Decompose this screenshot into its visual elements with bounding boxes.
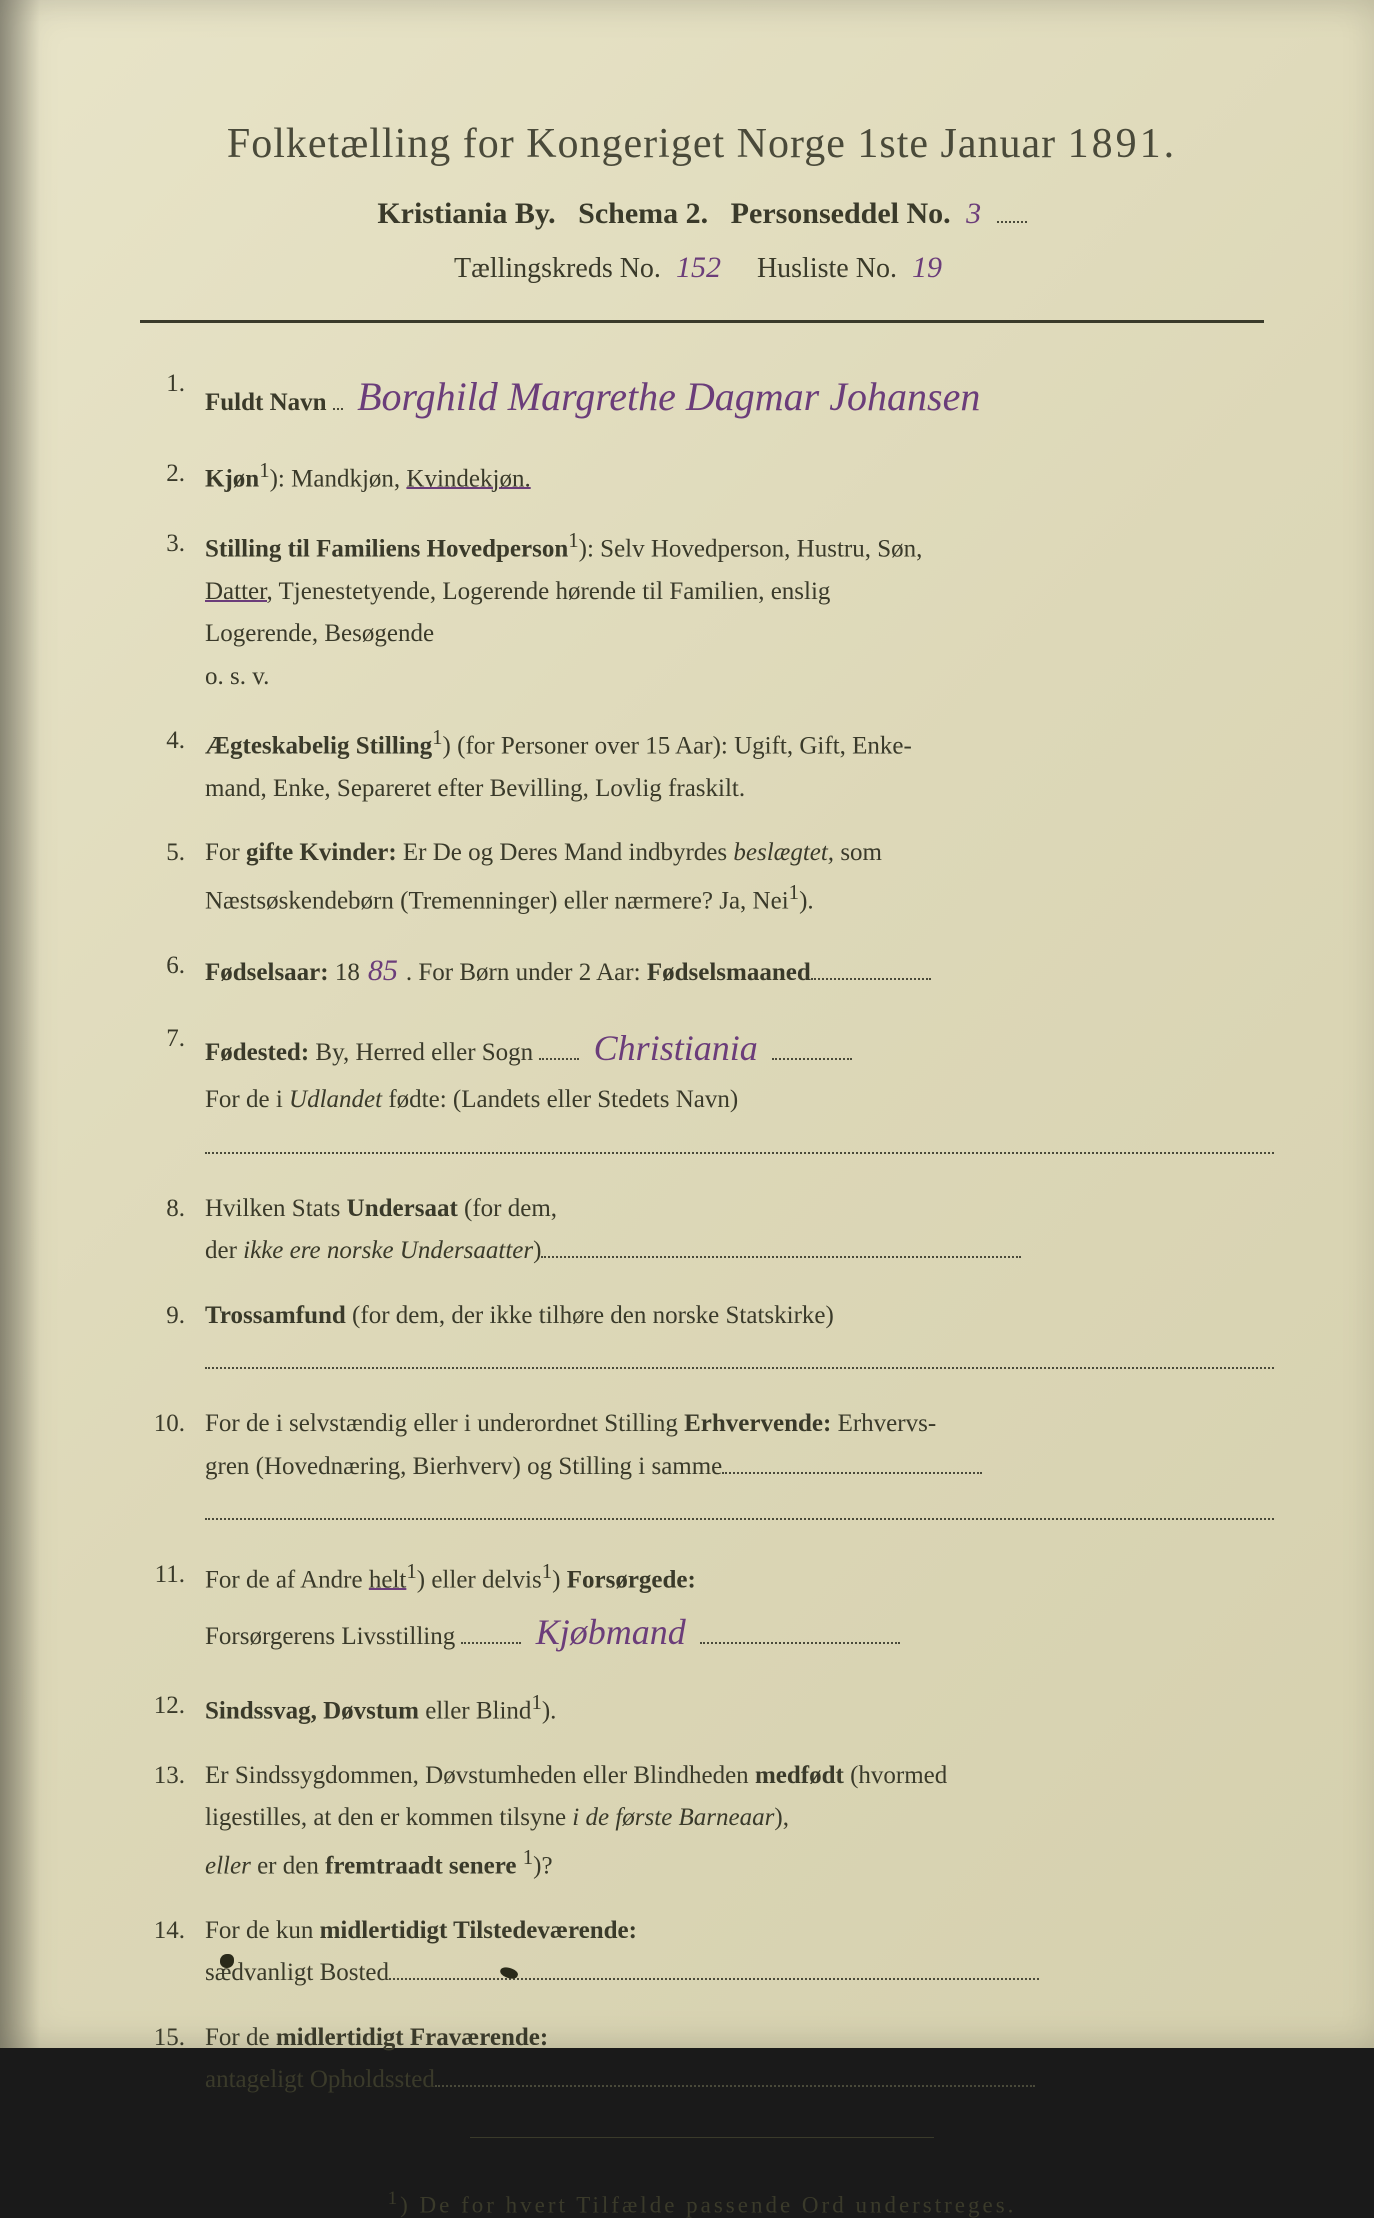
body: Er Sindssygdommen, Døvstumheden eller Bl…	[205, 1755, 1274, 1888]
num: 1.	[140, 363, 205, 431]
num: 9.	[140, 1295, 205, 1382]
husliste-label: Husliste No.	[757, 253, 897, 284]
form-items: 1. Fuldt Navn Borghild Margrethe Dagmar …	[120, 363, 1284, 2102]
item-12: 12. Sindssvag, Døvstum eller Blind1).	[140, 1685, 1274, 1733]
item-14: 14. For de kun midlertidigt Tilstedevære…	[140, 1910, 1274, 1995]
page-title: Folketælling for Kongeriget Norge 1ste J…	[120, 120, 1284, 168]
num: 2.	[140, 453, 205, 501]
item-1: 1. Fuldt Navn Borghild Margrethe Dagmar …	[140, 363, 1274, 431]
footnote: 1) De for hvert Tilfælde passende Ord un…	[120, 2188, 1284, 2218]
dotted-line	[205, 1134, 1274, 1154]
num: 5.	[140, 832, 205, 922]
kreds-no: 152	[668, 251, 729, 285]
body: For de midlertidigt Fraværende: antageli…	[205, 2017, 1274, 2102]
num: 15.	[140, 2017, 205, 2102]
body: Stilling til Familiens Hovedperson1): Se…	[205, 523, 1274, 698]
subtitle-row: Kristiania By. Schema 2. Personseddel No…	[120, 193, 1284, 231]
label: Stilling til Familiens Hovedperson	[205, 535, 568, 562]
schema: Schema 2.	[578, 197, 708, 230]
item-2: 2. Kjøn1): Mandkjøn, Kvindekjøn.	[140, 453, 1274, 501]
body: For de i selvstændig eller i underordnet…	[205, 1403, 1274, 1532]
dotted-line	[205, 1349, 1274, 1369]
provider-value: Kjøbmand	[528, 1602, 694, 1663]
body: Fødselsaar: 1885. For Børn under 2 Aar: …	[205, 945, 1274, 996]
body: For gifte Kvinder: Er De og Deres Mand i…	[205, 832, 1274, 922]
item-8: 8. Hvilken Stats Undersaat (for dem, der…	[140, 1188, 1274, 1273]
title-text: Folketælling for Kongeriget Norge 1ste J…	[227, 121, 1056, 167]
num: 13.	[140, 1755, 205, 1888]
num: 8.	[140, 1188, 205, 1273]
item-9: 9. Trossamfund (for dem, der ikke tilhør…	[140, 1295, 1274, 1382]
num: 11.	[140, 1554, 205, 1663]
item-7: 7. Fødested: By, Herred eller Sogn Chris…	[140, 1018, 1274, 1166]
body: Kjøn1): Mandkjøn, Kvindekjøn.	[205, 453, 1274, 501]
num: 10.	[140, 1403, 205, 1532]
husliste-no: 19	[904, 251, 950, 285]
label: Fødested:	[205, 1039, 309, 1066]
item-4: 4. Ægteskabelig Stilling1) (for Personer…	[140, 720, 1274, 810]
personseddel-no: 3	[958, 197, 989, 231]
body: Sindssvag, Døvstum eller Blind1).	[205, 1685, 1274, 1733]
item-11: 11. For de af Andre helt1) eller delvis1…	[140, 1554, 1274, 1663]
dotted-line	[205, 1500, 1274, 1520]
num: 3.	[140, 523, 205, 698]
item-6: 6. Fødselsaar: 1885. For Børn under 2 Aa…	[140, 945, 1274, 996]
relation-value: Datter,	[205, 578, 273, 605]
body: Fødested: By, Herred eller Sogn Christia…	[205, 1018, 1274, 1166]
item-15: 15. For de midlertidigt Fraværende: anta…	[140, 2017, 1274, 2102]
body: Fuldt Navn Borghild Margrethe Dagmar Joh…	[205, 363, 1274, 431]
census-form-page: Folketælling for Kongeriget Norge 1ste J…	[0, 0, 1374, 2048]
subline-row: Tællingskreds No. 152 Husliste No. 19	[120, 251, 1284, 285]
body: For de kun midlertidigt Tilstedeværende:…	[205, 1910, 1274, 1995]
sex-value: Kvindekjøn.	[406, 465, 530, 492]
label: Fødselsaar:	[205, 959, 329, 986]
birthyear-value: 85	[360, 945, 406, 996]
item-5: 5. For gifte Kvinder: Er De og Deres Man…	[140, 832, 1274, 922]
body: Ægteskabelig Stilling1) (for Personer ov…	[205, 720, 1274, 810]
body: Hvilken Stats Undersaat (for dem, der ik…	[205, 1188, 1274, 1273]
item-13: 13. Er Sindssygdommen, Døvstumheden elle…	[140, 1755, 1274, 1888]
kreds-label: Tællingskreds No.	[454, 253, 661, 284]
label: Fuldt Navn	[205, 389, 327, 416]
num: 7.	[140, 1018, 205, 1166]
birthplace-value: Christiania	[586, 1018, 766, 1079]
dots	[997, 193, 1027, 223]
num: 4.	[140, 720, 205, 810]
num: 14.	[140, 1910, 205, 1995]
ink-spot	[220, 1954, 234, 1968]
item-3: 3. Stilling til Familiens Hovedperson1):…	[140, 523, 1274, 698]
personseddel-label: Personseddel No.	[731, 197, 951, 230]
body: Trossamfund (for dem, der ikke tilhøre d…	[205, 1295, 1274, 1382]
divider	[140, 320, 1264, 323]
body: For de af Andre helt1) eller delvis1) Fo…	[205, 1554, 1274, 1663]
title-year: 1891.	[1068, 121, 1178, 167]
city: Kristiania By.	[377, 197, 555, 230]
label: Ægteskabelig Stilling	[205, 732, 432, 759]
footnote-divider	[470, 2137, 934, 2138]
label: Kjøn	[205, 465, 259, 492]
fullname-value: Borghild Margrethe Dagmar Johansen	[349, 363, 988, 431]
num: 12.	[140, 1685, 205, 1733]
num: 6.	[140, 945, 205, 996]
item-10: 10. For de i selvstændig eller i underor…	[140, 1403, 1274, 1532]
